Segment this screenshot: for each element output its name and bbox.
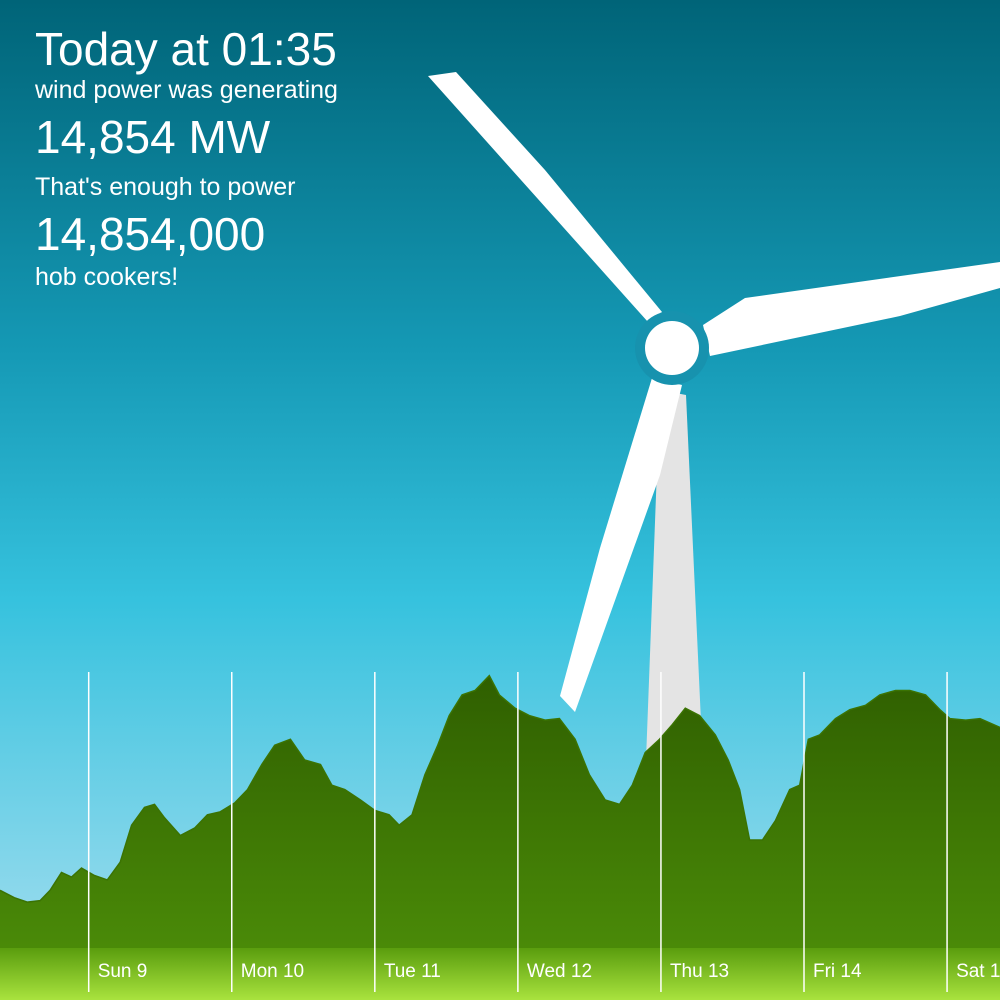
plot [0,674,1000,948]
blade [703,262,1000,356]
blade [428,72,662,322]
blade [560,378,682,712]
subtitle: wind power was generating [35,76,338,104]
headline: Today at 01:35 [35,23,337,75]
x-tick-label: Mon 10 [241,961,304,982]
x-axis: Sun 9 Mon 10 Tue 11 Wed 12 Thu 13 Fri 14 Sat 1… [87,672,1000,992]
tower [646,390,701,760]
x-tick-label: Fri 14 [813,961,862,982]
area-line [0,674,1000,903]
area-fill [0,675,1000,948]
subtitle: hob cookers! [35,263,179,291]
x-tick-label: Tue 11 [384,961,441,982]
x-tick-label: Sat 15 [956,961,1000,982]
turbine-blades [428,72,1000,712]
power-value: 14,854 MW [35,111,271,163]
ground [0,948,1000,1000]
x-tick-label: Wed 12 [527,961,592,982]
subtitle: That's enough to power [35,173,296,201]
hub [645,321,699,375]
x-tick-label: Sun 9 [98,961,148,982]
x-tick-label: Thu 13 [670,961,729,982]
count-value: 14,854,000 [35,208,266,260]
